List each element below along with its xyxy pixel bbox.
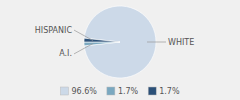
pie-slice	[84, 6, 156, 78]
leader-line	[74, 30, 93, 40]
leader-line	[74, 43, 93, 53]
annotation: HISPANIC	[35, 26, 73, 35]
legend-item: 1.7%	[148, 87, 180, 96]
legend-label: 1.7%	[159, 87, 180, 96]
annotation: WHITE	[168, 38, 194, 47]
annotations: WHITE A.I. HISPANIC	[35, 26, 194, 59]
legend: 96.6% 1.7% 1.7%	[60, 87, 179, 96]
legend-item: 96.6%	[60, 87, 97, 96]
annotation: A.I.	[59, 49, 72, 58]
leader-line	[147, 42, 166, 43]
legend-swatch	[60, 87, 68, 95]
chart: WHITE A.I. HISPANIC 96.6% 1.7% 1.7%	[0, 0, 240, 100]
legend-label: 1.7%	[118, 87, 139, 96]
legend-item: 1.7%	[107, 87, 139, 96]
legend-swatch	[107, 87, 115, 95]
legend-swatch	[148, 87, 156, 95]
legend-label: 96.6%	[71, 87, 97, 96]
pie	[84, 6, 156, 78]
